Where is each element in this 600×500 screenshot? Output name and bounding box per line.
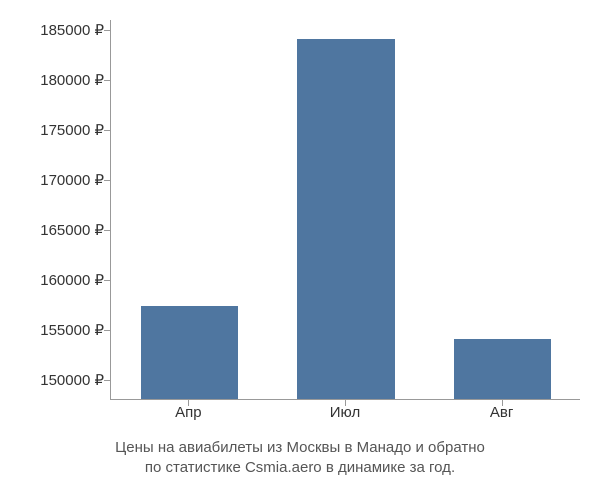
plot-area [110,20,580,400]
caption-line-1: Цены на авиабилеты из Москвы в Манадо и … [115,439,485,456]
x-tick-label: Авг [490,404,513,421]
y-tick-label: 170000 ₽ [0,171,104,189]
x-tick-mark [502,400,503,406]
x-tick-mark [345,400,346,406]
x-tick-mark [188,400,189,406]
y-tick-label: 175000 ₽ [0,121,104,139]
y-tick-label: 160000 ₽ [0,271,104,289]
y-tick-label: 185000 ₽ [0,21,104,39]
caption-line-2: по статистике Csmia.aero в динамике за г… [145,459,455,476]
x-tick-label: Апр [175,404,201,421]
y-tick-label: 155000 ₽ [0,321,104,339]
bar [454,339,551,399]
x-tick-label: Июл [330,404,360,421]
chart-caption: Цены на авиабилеты из Москвы в Манадо и … [0,438,600,479]
y-tick-label: 180000 ₽ [0,71,104,89]
bar [297,39,394,399]
y-tick-label: 165000 ₽ [0,221,104,239]
bar [141,306,238,399]
y-tick-label: 150000 ₽ [0,371,104,389]
price-chart: 150000 ₽ 155000 ₽ 160000 ₽ 165000 ₽ 170000 ₽… [0,0,600,500]
